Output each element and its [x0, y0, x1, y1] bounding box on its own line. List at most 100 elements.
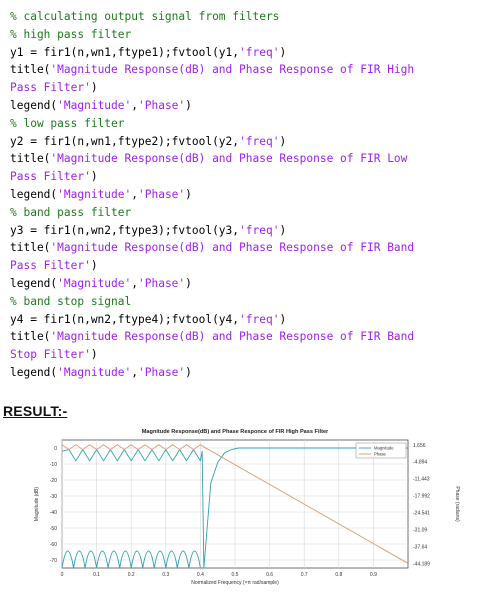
- code-comment: % high pass filter: [10, 27, 132, 41]
- code-string: 'Magnitude': [57, 98, 132, 112]
- y-tick-label: -30: [50, 494, 57, 500]
- x-tick-label: 0.7: [301, 572, 308, 578]
- code-string: 'Phase': [138, 187, 186, 201]
- code-line: Pass Filter'): [10, 168, 484, 186]
- code-text: y1 = fir1(n,wn1,ftype1);fvtool(y1,: [10, 45, 240, 59]
- code-string: 'Magnitude': [57, 365, 132, 379]
- y-right-tick-label: -24.541: [413, 511, 430, 517]
- code-text: ): [279, 45, 287, 59]
- y-tick-label: 0: [54, 446, 57, 452]
- y-right-tick-label: -17.992: [413, 494, 430, 500]
- code-text: legend(: [10, 187, 58, 201]
- y-right-tick-label: -11.443: [413, 477, 430, 483]
- code-string: 'freq': [239, 312, 280, 326]
- code-text: ): [90, 348, 98, 362]
- code-text: ): [90, 259, 98, 273]
- code-line: % calculating output signal from filters: [10, 8, 484, 26]
- y-right-tick-label: -44.189: [413, 561, 430, 567]
- code-line: title('Magnitude Response(dB) and Phase …: [10, 239, 484, 257]
- code-line: % low pass filter: [10, 115, 484, 133]
- code-text: ): [90, 81, 98, 95]
- y-tick-label: -60: [50, 542, 57, 548]
- x-tick-label: 0.8: [335, 572, 342, 578]
- code-string: 'Phase': [138, 365, 186, 379]
- y-right-tick-label: 1.656: [413, 443, 426, 449]
- code-text: title(: [10, 63, 51, 77]
- code-string: Pass Filter': [10, 81, 91, 95]
- code-text: title(: [10, 241, 51, 255]
- x-tick-label: 0: [61, 572, 64, 578]
- code-string: 'Magnitude Response(dB) and Phase Respon…: [50, 241, 415, 255]
- code-line: legend('Magnitude','Phase'): [10, 186, 484, 204]
- code-text: y4 = fir1(n,wn2,ftype4);fvtool(y4,: [10, 312, 240, 326]
- y-right-tick-label: -37.64: [413, 544, 427, 550]
- code-text: legend(: [10, 276, 58, 290]
- code-text: title(: [10, 152, 51, 166]
- y-tick-label: -20: [50, 478, 57, 484]
- code-string: 'Phase': [138, 276, 186, 290]
- code-line: legend('Magnitude','Phase'): [10, 364, 484, 382]
- y-axis-label: Magnitude (dB): [34, 487, 40, 522]
- code-string: Pass Filter': [10, 259, 91, 273]
- legend-entry: Phase: [374, 452, 387, 457]
- code-line: y2 = fir1(n,wn1,ftype2);fvtool(y2,'freq'…: [10, 133, 484, 151]
- code-line: legend('Magnitude','Phase'): [10, 97, 484, 115]
- x-tick-label: 0.3: [162, 572, 169, 578]
- code-text: ): [279, 134, 287, 148]
- code-text: ): [185, 365, 192, 379]
- code-string: 'Magnitude Response(dB) and Phase Respon…: [50, 330, 415, 344]
- y-tick-label: -50: [50, 526, 57, 532]
- code-comment: % band pass filter: [10, 205, 132, 219]
- y-right-tick-label: -31.09: [413, 527, 427, 533]
- code-string: 'Magnitude': [57, 187, 132, 201]
- code-string: 'Phase': [138, 98, 186, 112]
- code-line: Pass Filter'): [10, 79, 484, 97]
- code-text: y3 = fir1(n,wn2,ftype3);fvtool(y3,: [10, 223, 240, 237]
- x-tick-label: 0.6: [266, 572, 273, 578]
- code-line: title('Magnitude Response(dB) and Phase …: [10, 61, 484, 79]
- code-text: ): [185, 276, 192, 290]
- code-string: Stop Filter': [10, 348, 91, 362]
- code-line: y4 = fir1(n,wn2,ftype4);fvtool(y4,'freq'…: [10, 311, 484, 329]
- code-string: 'Magnitude Response(dB) and Phase Respon…: [50, 63, 415, 77]
- code-text: ,: [131, 187, 138, 201]
- code-line: % band stop signal: [10, 293, 484, 311]
- code-comment: % low pass filter: [10, 116, 125, 130]
- phase-series-line: [61, 444, 409, 564]
- x-tick-label: 0.4: [197, 572, 204, 578]
- code-text: legend(: [10, 98, 58, 112]
- code-text: title(: [10, 330, 51, 344]
- y-right-axis-label: Phase (radians): [454, 486, 460, 522]
- code-line: y3 = fir1(n,wn2,ftype3);fvtool(y3,'freq'…: [10, 222, 484, 240]
- code-text: ,: [131, 98, 138, 112]
- code-string: 'Magnitude': [57, 276, 132, 290]
- code-line: Pass Filter'): [10, 257, 484, 275]
- code-line: title('Magnitude Response(dB) and Phase …: [10, 150, 484, 168]
- code-text: ): [279, 312, 287, 326]
- result-heading: RESULT:-: [3, 403, 68, 419]
- magnitude-stopband-lobes: [61, 550, 201, 569]
- code-line: y1 = fir1(n,wn1,ftype1);fvtool(y1,'freq'…: [10, 44, 484, 62]
- code-text: ): [185, 98, 192, 112]
- y-tick-label: -70: [50, 558, 57, 564]
- code-line: legend('Magnitude','Phase'): [10, 275, 484, 293]
- code-listing: % calculating output signal from filters…: [10, 8, 484, 382]
- code-text: ): [185, 187, 192, 201]
- x-tick-label: 0.5: [232, 572, 239, 578]
- code-text: ): [90, 170, 98, 184]
- x-tick-label: 0.1: [93, 572, 100, 578]
- code-line: % band pass filter: [10, 204, 484, 222]
- code-text: ): [279, 223, 287, 237]
- code-text: legend(: [10, 365, 58, 379]
- chart-title: Magnitude Response(dB) and Phase Responc…: [142, 429, 329, 435]
- y-tick-label: -10: [50, 462, 57, 468]
- code-text: ,: [131, 365, 138, 379]
- y-tick-label: -40: [50, 510, 57, 516]
- code-line: title('Magnitude Response(dB) and Phase …: [10, 328, 484, 346]
- code-text: y2 = fir1(n,wn1,ftype2);fvtool(y2,: [10, 134, 240, 148]
- code-text: ,: [131, 276, 138, 290]
- y-right-tick-label: -4.894: [413, 460, 427, 466]
- legend-entry: Magnitude: [374, 446, 394, 451]
- code-string: 'Magnitude Response(dB) and Phase Respon…: [50, 152, 408, 166]
- code-line: % high pass filter: [10, 26, 484, 44]
